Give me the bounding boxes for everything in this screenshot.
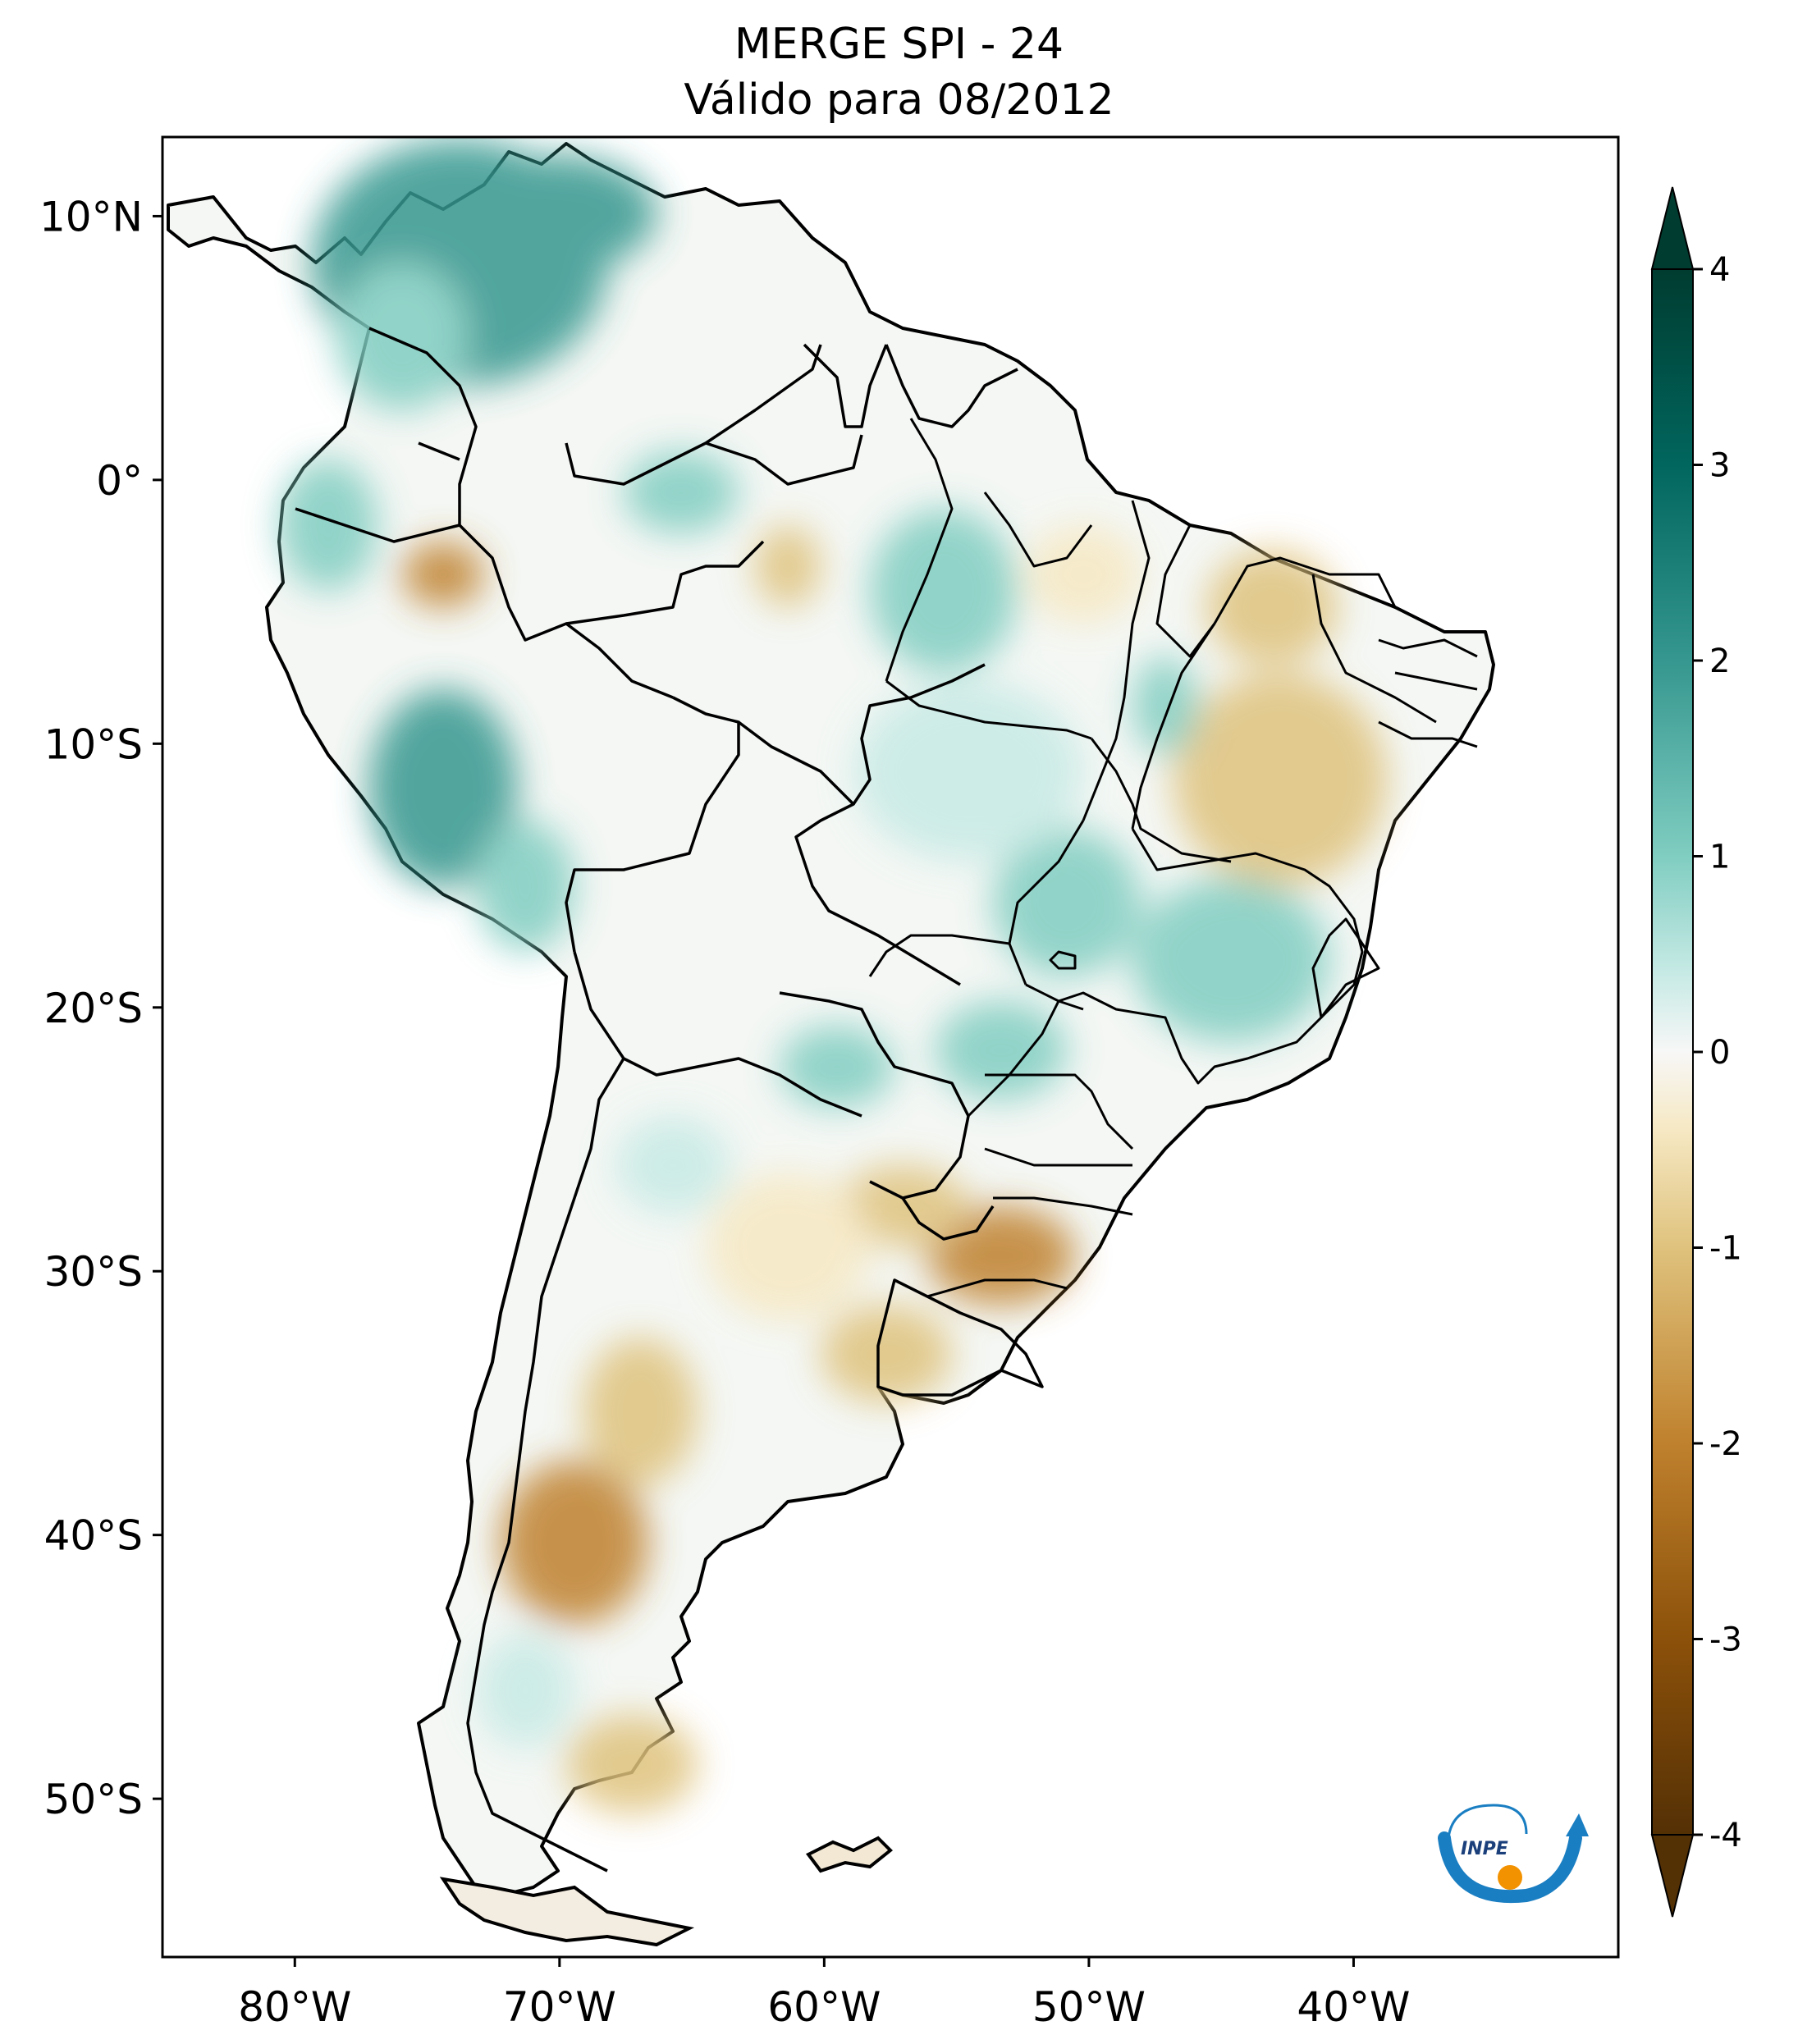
logo-arrow xyxy=(1566,1813,1589,1836)
y-tick-label: 30°S xyxy=(44,1248,143,1296)
colorbar-tick-label: 4 xyxy=(1709,251,1730,289)
x-tick-label: 60°W xyxy=(767,1983,881,2031)
map-area xyxy=(167,139,1495,1947)
colorbar-tick-label: -3 xyxy=(1709,1621,1742,1659)
logo-orbit xyxy=(1447,1804,1528,1839)
colorbar-tick-label: -2 xyxy=(1709,1425,1742,1463)
colorbar-ticks: 4 3 2 1 0 -1 -2 -3 -4 xyxy=(1693,251,1742,1854)
state-borders xyxy=(868,418,1478,1298)
y-tick-label: 10°S xyxy=(44,720,143,768)
colorbar-extend-min xyxy=(1650,1834,1695,1918)
map-title-line1: MERGE SPI - 24 xyxy=(734,20,1064,69)
y-tick-label: 40°S xyxy=(44,1512,143,1560)
y-tick-label: 20°S xyxy=(44,985,143,1032)
x-tick-label: 50°W xyxy=(1032,1983,1146,2031)
country-borders xyxy=(295,327,1044,1873)
logo-swoosh xyxy=(1438,1831,1582,1904)
spi-anomaly-field xyxy=(279,139,1387,1813)
inpe-logo: INPE xyxy=(1438,1804,1589,1904)
colorbar: 4 3 2 1 0 -1 -2 -3 -4 xyxy=(1650,186,1742,1918)
x-tick-label: 40°W xyxy=(1297,1983,1410,2031)
y-axis: 10°N 0° 10°S 20°S 30°S 40°S 50°S xyxy=(39,193,162,1823)
x-tick-label: 70°W xyxy=(503,1983,616,2031)
y-tick-label: 10°N xyxy=(39,193,143,240)
colorbar-extend-max xyxy=(1650,186,1695,270)
map-title-line2: Válido para 08/2012 xyxy=(684,75,1114,125)
colorbar-tick-label: -1 xyxy=(1709,1230,1742,1268)
colorbar-tick-label: 1 xyxy=(1709,839,1730,876)
colorbar-tick-label: 0 xyxy=(1709,1034,1730,1072)
map-frame xyxy=(161,135,1620,1959)
tierra-del-fuego xyxy=(439,1877,695,1947)
logo-text: INPE xyxy=(1461,1839,1508,1859)
y-tick-label: 0° xyxy=(96,457,143,505)
falkland-islands xyxy=(805,1836,893,1873)
x-axis: 80°W 70°W 60°W 50°W 40°W xyxy=(238,1957,1410,2031)
y-tick-label: 50°S xyxy=(44,1776,143,1823)
colorbar-tick-label: 2 xyxy=(1709,642,1730,680)
colorbar-tick-label: 3 xyxy=(1709,447,1730,485)
colorbar-tick-label: -4 xyxy=(1709,1817,1742,1854)
colorbar-body xyxy=(1651,268,1694,1836)
logo-sun xyxy=(1498,1865,1522,1890)
x-tick-label: 80°W xyxy=(238,1983,351,2031)
